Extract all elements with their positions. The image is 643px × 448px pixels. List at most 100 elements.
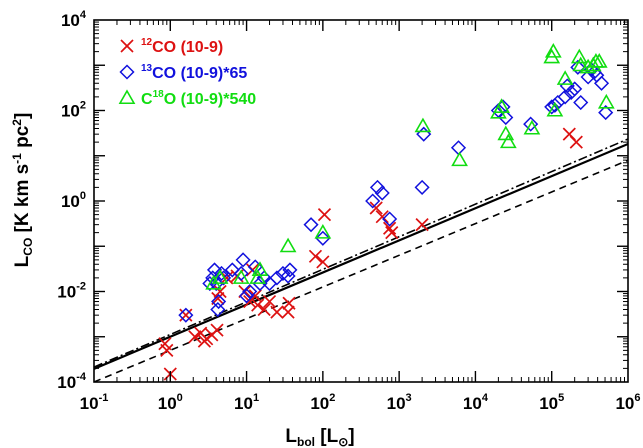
data-point-diamond-24 [365,193,381,209]
data-point-diamond-33-shape [498,109,514,126]
data-point-diamond-42-shape [570,59,586,75]
data-point-triangle-6-shape [314,224,332,239]
data-point-diamond-13 [242,283,258,300]
data-point-x-4-stroke-b [188,330,202,344]
x-tick-label: 105 [539,392,564,413]
data-point-diamond-12 [239,288,255,304]
data-point-diamond-42 [570,59,586,75]
legend-marker-x-stroke-b [120,39,134,53]
data-point-diamond-22 [303,217,319,233]
data-point-triangle-15-shape [544,43,562,58]
data-point-diamond-41-shape [567,81,583,97]
data-point-x-24 [308,249,323,263]
data-point-diamond-26-shape [374,185,390,201]
data-point-triangle-16-shape [546,101,564,117]
data-point-triangle-12 [499,133,517,149]
x-axis-title: Lbol [L⊙] [285,426,354,448]
data-point-x-28 [375,210,389,224]
data-point-triangle-8-shape [451,151,468,167]
data-point-x-31-stroke-b [415,218,429,232]
data-point-x-3-stroke-b [179,308,193,322]
data-point-diamond-11-shape [235,252,251,268]
data-point-x-4 [188,330,202,344]
x-tick-label: 102 [310,392,335,413]
data-point-x-1-stroke-b [160,343,174,357]
data-point-diamond-5 [210,301,226,318]
data-point-x-26 [317,208,332,222]
data-point-triangle-4-shape [251,261,269,276]
data-point-diamond-30 [450,140,467,156]
data-point-diamond-34 [523,116,539,132]
data-point-diamond-7 [213,265,230,282]
data-point-diamond-10 [233,265,249,282]
data-point-x-24-stroke-b [308,249,323,263]
data-point-triangle-8 [451,151,468,167]
data-point-triangle-5 [279,237,297,253]
data-point-diamond-6-shape [211,293,227,310]
x-tick-label: 104 [463,392,489,413]
data-point-diamond-3 [206,262,223,278]
data-point-diamond-23-shape [315,230,331,246]
data-point-x-27 [369,201,383,215]
data-point-diamond-11 [235,252,251,268]
data-point-triangle-16 [546,101,564,117]
series-x [158,127,583,381]
data-point-x-1 [160,343,174,357]
data-point-diamond-31-shape [490,102,506,119]
fit-line-dash-dot [94,138,628,368]
data-point-diamond-49-shape [598,105,614,121]
data-point-x-25 [316,255,330,269]
legend-marker-diamond [119,64,135,80]
legend-entry-diamond: 13CO (10-9)*65 [141,63,247,82]
data-point-x-26-stroke-b [317,208,332,222]
y-tick-label: 10-4 [57,371,87,392]
y-tick-label: 104 [61,9,87,30]
data-point-triangle-12-shape [499,133,517,149]
data-point-triangle-17 [556,70,574,85]
data-point-x-25-stroke-b [316,255,330,269]
data-point-diamond-40-shape [563,84,579,101]
data-point-triangle-7 [414,117,432,133]
data-point-diamond-23 [315,230,331,246]
data-point-x-32-stroke-b [562,127,576,141]
axes: 10-1 100 101 102 103 104 105 106 10-4 10-2 100 102 1… [57,9,640,413]
x-tick-label: 106 [615,392,640,413]
data-point-triangle-4 [251,261,269,276]
data-point-diamond-38-shape [557,89,573,105]
data-point-x-19-stroke-b [257,302,271,317]
y-axis-title: LCO [K km s-1 pc2] [10,113,35,268]
data-point-x-22-stroke-b [281,305,295,319]
data-point-diamond-22-shape [303,217,319,233]
data-point-diamond-7-shape [213,265,230,282]
data-point-triangle-18-shape [570,48,588,64]
data-point-diamond-9 [224,262,240,278]
data-point-x-33-stroke-b [569,135,583,149]
data-point-diamond-12-shape [239,288,255,304]
data-point-triangle-23 [590,53,608,68]
data-point-diamond-10-shape [233,265,249,282]
data-point-diamond-8-shape [216,270,232,286]
data-point-triangle-2 [232,269,250,284]
x-tick-label: 100 [158,392,183,413]
data-point-x-27-stroke-b [369,201,383,215]
data-point-triangle-1-shape [211,269,229,284]
data-point-diamond-5-shape [210,301,226,318]
series-triangle [205,43,615,290]
data-point-triangle-19-shape [572,56,590,72]
data-point-triangle-19 [572,56,590,72]
data-point-diamond-36-shape [547,97,563,113]
data-marks [94,43,628,382]
data-point-diamond-48 [593,75,610,91]
data-point-diamond-21-shape [282,262,298,278]
data-point-diamond-36 [547,97,563,113]
data-point-triangle-11-shape [497,125,515,141]
legend-entry-triangle: C18O (10-9)*540 [141,89,256,108]
data-point-diamond-28-shape [414,179,430,195]
x-tick-label: 10-1 [80,392,109,413]
legend-marker-x [120,39,134,53]
legend-marker-triangle-shape [118,89,136,105]
y-tick-label: 100 [61,190,86,211]
data-point-diamond-6 [211,293,227,310]
fit-line-dashed [94,159,628,382]
data-point-triangle-17-shape [556,70,574,85]
